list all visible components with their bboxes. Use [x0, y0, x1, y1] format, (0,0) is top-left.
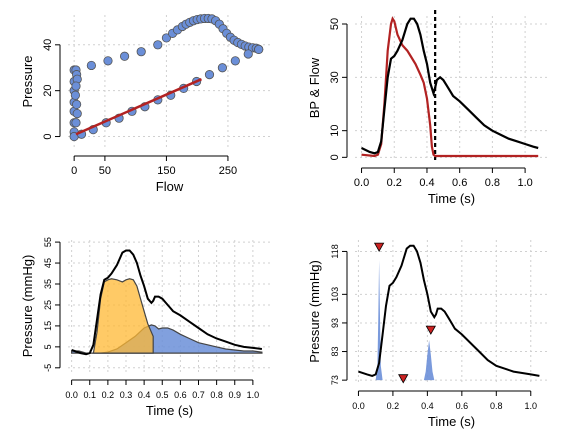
x-tick-label: 0.0	[65, 390, 78, 400]
x-tick-label: 0.6	[174, 390, 187, 400]
data-point	[71, 118, 81, 128]
x-tick-label: 0.5	[156, 390, 169, 400]
y-tick-label: 10	[329, 125, 341, 137]
chart-panel-4: 0.0 0.2 0.4 0.6 0.8 1.0 73 83 93 103 118 Time (s) Pr…	[307, 240, 548, 429]
data-point	[230, 56, 240, 66]
x-tick-label: 250	[219, 165, 237, 177]
y-tick-label: 5	[43, 344, 53, 349]
y-tick-label: 118	[330, 244, 340, 258]
chart-panel-3: 0.0 0.1 0.2 0.3 0.4 0.5 0.6 0.7 0.8 0.9 1.0 -5 5 15 25…	[20, 237, 271, 418]
y-tick-label: 25	[43, 300, 53, 310]
x-tick-label: 0.2	[387, 177, 402, 189]
x-tick-label: 0.6	[456, 401, 469, 411]
triangle-marker	[425, 325, 437, 335]
x-tick-label: 0.2	[102, 390, 115, 400]
x-tick-label: 0.8	[490, 401, 503, 411]
x-tick-label: 0.3	[120, 390, 133, 400]
y-tick-label: 83	[330, 347, 340, 357]
y-tick-label: 30	[329, 71, 341, 83]
y-tick-label: 73	[330, 375, 340, 385]
x-tick-label: 1.0	[517, 177, 532, 189]
x-tick-label: 0.4	[421, 401, 434, 411]
x-axis-label: Time (s)	[146, 403, 193, 418]
y-tick-label: 0	[42, 133, 54, 139]
y-axis-label: Pressure	[20, 55, 35, 107]
data-point	[136, 47, 146, 57]
x-tick-label: 0	[71, 165, 77, 177]
data-point	[161, 33, 172, 43]
x-tick-label: 0.0	[352, 401, 365, 411]
x-tick-label: 1.0	[525, 401, 538, 411]
y-tick-label: 20	[42, 85, 54, 97]
y-tick-label: 93	[330, 318, 340, 328]
x-tick-label: 0.9	[228, 390, 241, 400]
y-tick-label: -5	[43, 364, 53, 372]
x-tick-label: 150	[157, 165, 175, 177]
series-line-2	[361, 17, 539, 155]
data-point	[254, 44, 264, 54]
data-point	[153, 40, 163, 50]
pressure-line	[358, 244, 540, 377]
y-tick-label: 15	[43, 321, 53, 331]
y-tick-label: 45	[43, 258, 53, 268]
x-tick-label: 0.8	[210, 390, 223, 400]
x-tick-label: 0.2	[387, 401, 400, 411]
chart-panel-1: 0 50 150 250 0 20 40 Flow Pressure	[20, 13, 271, 194]
y-tick-label: 103	[330, 287, 340, 302]
y-axis-label: Pressure (mmHg)	[20, 255, 35, 358]
x-axis-label: Time (s)	[428, 191, 475, 206]
y-tick-label: 0	[329, 154, 341, 160]
triangle-marker	[398, 374, 409, 384]
data-point	[119, 51, 130, 61]
x-tick-label: 0.6	[452, 177, 467, 189]
data-point	[86, 60, 96, 71]
data-point	[243, 49, 253, 59]
y-axis-label: BP & Flow	[307, 57, 322, 118]
x-tick-label: 0.1	[83, 390, 96, 400]
filled-series	[375, 260, 435, 381]
x-tick-label: 1.0	[247, 390, 260, 400]
data-point	[103, 56, 113, 66]
y-tick-label: 55	[43, 237, 53, 247]
fit-line	[75, 78, 202, 136]
x-axis-label: Flow	[156, 179, 184, 194]
pressure-line	[71, 249, 263, 356]
y-tick-label: 50	[329, 18, 341, 30]
y-tick-label: 40	[42, 39, 54, 51]
data-point	[70, 90, 80, 100]
x-tick-label: 0.8	[485, 177, 500, 189]
y-tick-label: 35	[43, 279, 53, 289]
data-point	[217, 63, 228, 73]
data-point	[71, 81, 81, 91]
x-tick-label: 50	[99, 165, 111, 177]
area-series-orange	[92, 278, 154, 354]
data-point	[72, 99, 82, 110]
chart-panel-2: 0.0 0.2 0.4 0.6 0.8 1.0 0 10 30 50 Time (s) BP & Fl…	[307, 10, 548, 206]
x-tick-label: 0.7	[192, 390, 205, 400]
x-axis-label: Time (s)	[428, 414, 475, 429]
data-point	[204, 70, 215, 80]
series-line-1	[361, 16, 539, 158]
x-tick-label: 0.4	[138, 390, 151, 400]
x-tick-label: 0.0	[354, 177, 369, 189]
triangle-marker	[373, 242, 385, 252]
y-axis-label: Pressure (mmHg)	[307, 260, 322, 363]
data-point	[72, 109, 82, 119]
x-tick-label: 0.4	[419, 177, 434, 189]
